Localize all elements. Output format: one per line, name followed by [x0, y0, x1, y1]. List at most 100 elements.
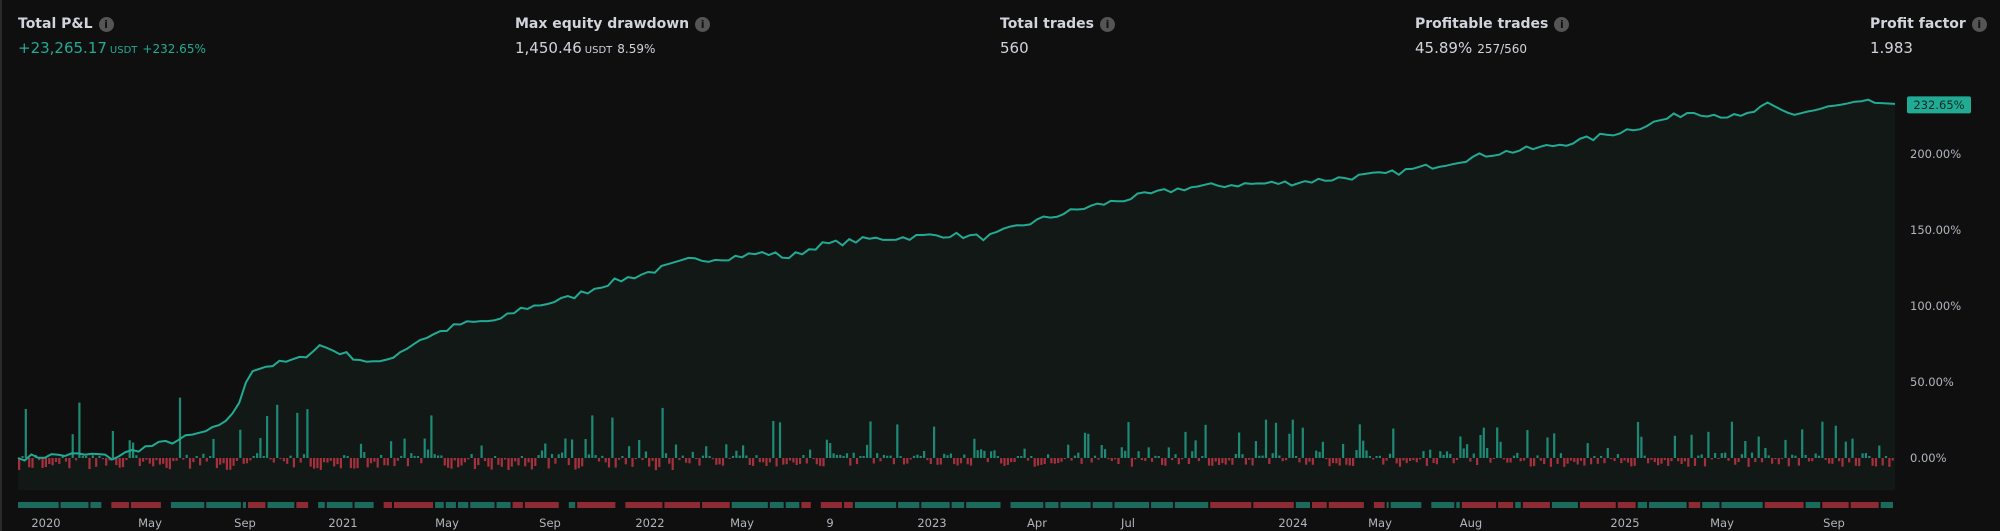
info-icon[interactable]: i	[695, 16, 711, 32]
trade-bar[interactable]	[839, 454, 842, 459]
trade-bar[interactable]	[400, 455, 403, 458]
trade-bar[interactable]	[567, 458, 570, 466]
trade-bar[interactable]	[1023, 448, 1026, 458]
trade-bar[interactable]	[1771, 458, 1774, 464]
trade-bar[interactable]	[953, 458, 956, 465]
trade-bar[interactable]	[1345, 458, 1348, 465]
trade-bar[interactable]	[500, 458, 503, 467]
trade-bar[interactable]	[1573, 458, 1576, 462]
trade-bar[interactable]	[1814, 453, 1817, 458]
trade-bar[interactable]	[1466, 444, 1469, 459]
trade-bar[interactable]	[587, 454, 590, 458]
trade-bar[interactable]	[406, 458, 409, 467]
trade-bar[interactable]	[896, 424, 899, 458]
trade-bar[interactable]	[1693, 458, 1697, 466]
trade-bar[interactable]	[199, 458, 202, 466]
trade-bar[interactable]	[1774, 458, 1777, 460]
trade-bar[interactable]	[1338, 458, 1341, 466]
trade-bar[interactable]	[1241, 454, 1244, 458]
trade-bar[interactable]	[1757, 436, 1760, 458]
trade-bar[interactable]	[872, 458, 875, 464]
trade-bar[interactable]	[363, 452, 366, 458]
trade-bar[interactable]	[1536, 455, 1539, 458]
trade-bar[interactable]	[1342, 443, 1345, 459]
trade-bar[interactable]	[577, 458, 580, 469]
trade-bar[interactable]	[782, 458, 785, 465]
trade-bar[interactable]	[178, 397, 182, 459]
trade-bar[interactable]	[1254, 441, 1257, 458]
trade-bar[interactable]	[571, 439, 574, 458]
trade-bar[interactable]	[373, 458, 376, 462]
trade-bar[interactable]	[1841, 458, 1844, 467]
trade-bar[interactable]	[1107, 458, 1110, 460]
trade-bar[interactable]	[1355, 450, 1358, 459]
trade-bar[interactable]	[1325, 458, 1328, 460]
trade-bar[interactable]	[638, 439, 641, 458]
trade-bar[interactable]	[1217, 458, 1221, 465]
trade-bar[interactable]	[447, 458, 450, 468]
trade-bar[interactable]	[728, 458, 731, 459]
trade-bar[interactable]	[621, 455, 624, 458]
trade-bar[interactable]	[1057, 458, 1060, 463]
trade-bar[interactable]	[1187, 458, 1190, 464]
trade-bar[interactable]	[1248, 458, 1251, 460]
trade-bar[interactable]	[168, 458, 171, 470]
trade-bar[interactable]	[1090, 458, 1093, 463]
trade-bar[interactable]	[98, 455, 101, 458]
trade-bar[interactable]	[316, 458, 319, 469]
trade-bar[interactable]	[537, 455, 540, 459]
trade-bar[interactable]	[1298, 458, 1301, 463]
trade-bar[interactable]	[912, 455, 916, 459]
trade-bar[interactable]	[742, 445, 745, 459]
trade-bar[interactable]	[651, 458, 654, 461]
trade-bar[interactable]	[745, 455, 748, 459]
trade-bar[interactable]	[188, 458, 192, 469]
trade-bar[interactable]	[299, 458, 302, 463]
trade-bar[interactable]	[115, 458, 118, 466]
trade-bar[interactable]	[735, 450, 738, 458]
trade-bar[interactable]	[530, 458, 533, 470]
trade-bar[interactable]	[822, 458, 825, 467]
trade-bar[interactable]	[1244, 458, 1247, 465]
trade-bar[interactable]	[1871, 458, 1874, 466]
trade-bar[interactable]	[1794, 455, 1797, 458]
trade-bar[interactable]	[1204, 424, 1207, 458]
trade-bar[interactable]	[1787, 458, 1790, 467]
trade-bar[interactable]	[121, 458, 125, 468]
trade-bar[interactable]	[497, 458, 500, 465]
trade-bar[interactable]	[1348, 458, 1351, 466]
trade-bar[interactable]	[269, 458, 272, 460]
trade-bar[interactable]	[611, 417, 614, 458]
trade-bar[interactable]	[175, 458, 178, 461]
trade-bar[interactable]	[1398, 458, 1402, 467]
trade-bar[interactable]	[1281, 458, 1284, 462]
trade-bar[interactable]	[212, 438, 215, 459]
trade-bar[interactable]	[71, 434, 74, 459]
trade-bar[interactable]	[688, 458, 691, 464]
trade-bar[interactable]	[1422, 451, 1425, 458]
trade-bar[interactable]	[674, 444, 678, 459]
trade-bar[interactable]	[1539, 458, 1542, 461]
trade-bar[interactable]	[41, 458, 44, 468]
trade-bar[interactable]	[949, 453, 952, 458]
trade-bar[interactable]	[1425, 458, 1428, 466]
trade-bar[interactable]	[668, 458, 671, 464]
trade-bar[interactable]	[1311, 458, 1314, 465]
trade-bar[interactable]	[433, 454, 436, 458]
info-icon[interactable]: i	[98, 16, 114, 32]
trade-bar[interactable]	[68, 458, 71, 469]
trade-bar[interactable]	[1000, 458, 1003, 464]
trade-bar[interactable]	[61, 455, 64, 459]
trade-bar[interactable]	[809, 449, 812, 459]
trade-bar[interactable]	[1613, 458, 1616, 462]
trade-bar[interactable]	[1727, 458, 1730, 461]
trade-bar[interactable]	[1124, 450, 1127, 458]
trade-bar[interactable]	[111, 431, 114, 459]
trade-bar[interactable]	[832, 453, 835, 459]
trade-bar[interactable]	[1476, 458, 1479, 465]
trade-bar[interactable]	[242, 458, 245, 464]
trade-bar[interactable]	[1720, 453, 1723, 458]
trade-bar[interactable]	[718, 458, 721, 465]
equity-line[interactable]	[17, 98, 1896, 462]
